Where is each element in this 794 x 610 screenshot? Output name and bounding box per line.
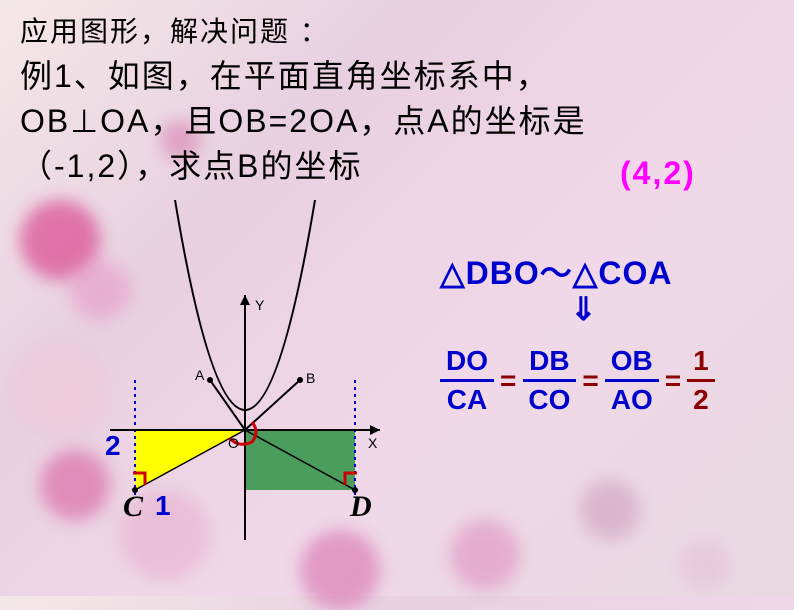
y-axis-label: Y bbox=[255, 297, 265, 313]
problem-line-1: 例1、如图，在平面直角坐标系中， bbox=[20, 54, 774, 99]
label-one: 1 bbox=[155, 490, 171, 522]
numerator: OB bbox=[605, 345, 659, 382]
diagram-svg: Y X O A B bbox=[100, 200, 420, 550]
down-arrow-icon: ⇓ bbox=[570, 290, 597, 328]
point-a bbox=[207, 377, 213, 383]
content-area: 应用图形，解决问题 ： 例1、如图，在平面直角坐标系中， OB⊥OA，且OB=2… bbox=[0, 0, 794, 198]
point-a-label: A bbox=[195, 367, 205, 383]
fraction-ob-ao: OB AO bbox=[605, 345, 659, 416]
denominator: CA bbox=[441, 382, 493, 416]
point-b-label: B bbox=[306, 370, 315, 386]
similarity-statement: △DBO～△COA bbox=[440, 248, 672, 294]
numerator: DB bbox=[523, 345, 575, 382]
line-oa bbox=[210, 380, 245, 430]
problem-line-2: OB⊥OA，且OB=2OA，点A的坐标是 bbox=[20, 99, 774, 144]
label-two: 2 bbox=[105, 430, 121, 462]
fraction-db-co: DB CO bbox=[522, 345, 576, 416]
x-axis-arrow bbox=[370, 425, 380, 435]
equals-sign: = bbox=[498, 365, 518, 397]
section-heading: 应用图形，解决问题 ： bbox=[20, 10, 774, 50]
proportion-equation: DO CA = DB CO = OB AO = 1 2 bbox=[440, 345, 715, 416]
problem-line-3: （-1,2），求点B的坐标 bbox=[20, 144, 774, 189]
fraction-do-ca: DO CA bbox=[440, 345, 494, 416]
problem-statement: 例1、如图，在平面直角坐标系中， OB⊥OA，且OB=2OA，点A的坐标是 （-… bbox=[20, 54, 774, 188]
numerator: 1 bbox=[687, 345, 715, 382]
coordinate-diagram: Y X O A B bbox=[100, 200, 420, 555]
point-d-label: D bbox=[350, 490, 372, 524]
y-axis-arrow bbox=[240, 295, 250, 305]
equals-sign: = bbox=[663, 365, 683, 397]
x-axis-label: X bbox=[368, 435, 378, 451]
numerator: DO bbox=[440, 345, 494, 382]
point-c-label: C bbox=[123, 490, 143, 524]
equals-sign: = bbox=[580, 365, 600, 397]
denominator: 2 bbox=[687, 382, 715, 416]
fraction-one-half: 1 2 bbox=[687, 345, 715, 416]
denominator: CO bbox=[522, 382, 576, 416]
point-b bbox=[297, 377, 303, 383]
origin-label: O bbox=[228, 435, 239, 451]
denominator: AO bbox=[605, 382, 659, 416]
